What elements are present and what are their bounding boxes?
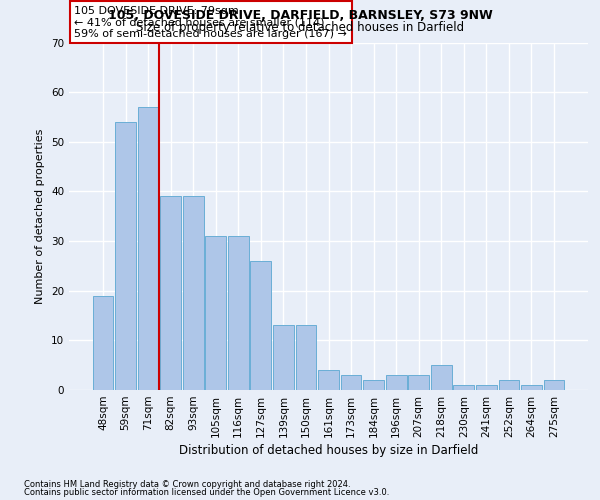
Y-axis label: Number of detached properties: Number of detached properties (35, 128, 46, 304)
Bar (409, 375, 429, 390)
Text: Contains HM Land Registry data © Crown copyright and database right 2024.: Contains HM Land Registry data © Crown c… (24, 480, 350, 489)
Bar (92, 296, 113, 390)
Bar (115, 122, 136, 390)
Bar (250, 261, 271, 390)
Bar (183, 196, 203, 390)
Text: Size of property relative to detached houses in Darfield: Size of property relative to detached ho… (136, 21, 464, 34)
Bar (521, 385, 542, 390)
Text: Contains public sector information licensed under the Open Government Licence v3: Contains public sector information licen… (24, 488, 389, 497)
Text: 105 DOVESIDE DRIVE: 79sqm
← 41% of detached houses are smaller (114)
59% of semi: 105 DOVESIDE DRIVE: 79sqm ← 41% of detac… (74, 6, 347, 39)
Bar (205, 236, 226, 390)
Bar (363, 380, 384, 390)
Bar (431, 365, 452, 390)
Text: 105, DOVESIDE DRIVE, DARFIELD, BARNSLEY, S73 9NW: 105, DOVESIDE DRIVE, DARFIELD, BARNSLEY,… (107, 9, 493, 22)
Bar (386, 375, 407, 390)
Bar (341, 375, 361, 390)
Bar (454, 385, 474, 390)
Bar (476, 385, 497, 390)
Bar (137, 107, 158, 390)
X-axis label: Distribution of detached houses by size in Darfield: Distribution of detached houses by size … (179, 444, 478, 457)
Bar (160, 196, 181, 390)
Bar (499, 380, 520, 390)
Bar (296, 326, 316, 390)
Bar (273, 326, 294, 390)
Bar (228, 236, 248, 390)
Bar (318, 370, 339, 390)
Bar (544, 380, 565, 390)
